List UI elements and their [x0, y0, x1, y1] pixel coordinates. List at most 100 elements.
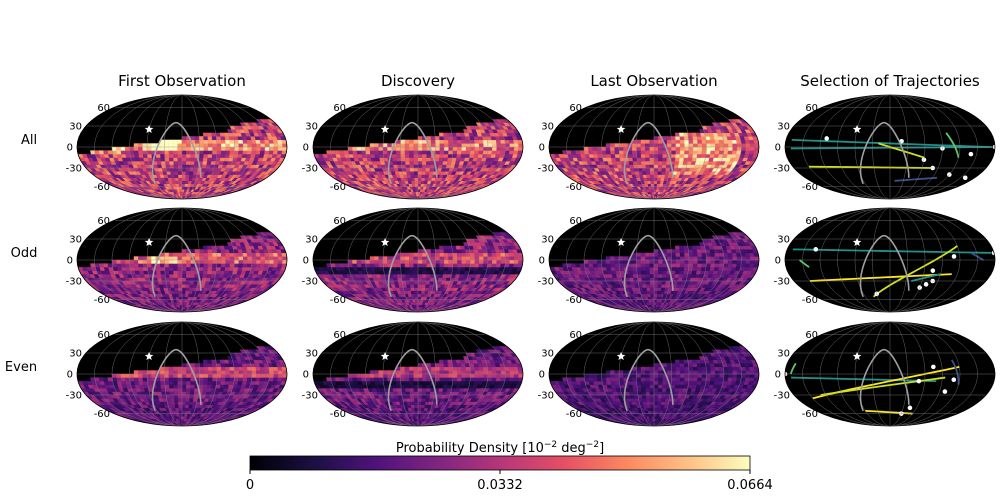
- meridian-line: [417, 95, 454, 199]
- heatmap-cell: [238, 259, 244, 264]
- heatmap-cell: [653, 139, 659, 144]
- heatmap-cell: [474, 143, 480, 148]
- heatmap-cell: [508, 263, 515, 268]
- heatmap-cell: [177, 270, 183, 275]
- heatmap-cell: [215, 132, 221, 137]
- heatmap-cell: [696, 136, 702, 141]
- heatmap-cell: [583, 150, 590, 155]
- heatmap-cell: [282, 146, 287, 151]
- heatmap-cell: [229, 150, 235, 155]
- heatmap-cell: [212, 146, 218, 151]
- heatmap-cell: [653, 146, 659, 151]
- heatmap-cell: [645, 164, 651, 169]
- heatmap-cell: [452, 143, 458, 148]
- heatmap-cell: [435, 150, 440, 155]
- heatmap-cell: [706, 146, 712, 151]
- heatmap-cell: [216, 256, 222, 261]
- meridian-line: [181, 95, 218, 199]
- heatmap-cell: [414, 293, 419, 297]
- trajectory-endpoint-0: [824, 136, 830, 141]
- heatmap-cell: [164, 252, 170, 257]
- meridian-line: [618, 95, 655, 199]
- trajectory-2: [878, 142, 925, 159]
- heatmap-cell: [396, 263, 401, 268]
- heatmap-cell: [422, 143, 427, 148]
- col-title-first-observation: First Observation: [118, 72, 246, 90]
- heatmap-cell: [352, 150, 358, 155]
- heatmap-cell: [650, 177, 655, 182]
- heatmap-cell: [706, 143, 712, 148]
- meridian-line: [94, 208, 183, 312]
- row-labels: All Odd Even: [5, 133, 37, 375]
- heatmap-cell: [443, 153, 449, 158]
- heatmap-cell: [203, 256, 209, 261]
- lat-tick-label: 30: [69, 121, 82, 132]
- heatmap-cell: [277, 263, 283, 268]
- heatmap-cell: [393, 277, 399, 282]
- heatmap-cell: [628, 160, 634, 165]
- heatmap-cell: [242, 252, 248, 257]
- heatmap-cell: [452, 146, 458, 151]
- heatmap-cell: [168, 252, 174, 257]
- meridian-line: [111, 208, 183, 312]
- heatmap-cell: [452, 139, 458, 144]
- heatmap-cell: [199, 146, 205, 151]
- heatmap-cell: [400, 146, 406, 151]
- heatmap-cell: [177, 259, 183, 264]
- heatmap-cell: [207, 153, 213, 158]
- heatmap-cell: [360, 259, 366, 264]
- heatmap-cell: [714, 146, 720, 151]
- heatmap-cell: [623, 146, 628, 151]
- heatmap-cell: [229, 252, 235, 257]
- heatmap-cell: [181, 171, 187, 175]
- heatmap-cell: [606, 153, 612, 158]
- heatmap-cell: [438, 160, 444, 165]
- boundary-curve: [151, 121, 202, 185]
- heatmap-cell: [216, 266, 222, 271]
- heatmap-cell: [177, 139, 183, 144]
- map-outline: [76, 207, 288, 313]
- heatmap-cell: [133, 259, 139, 264]
- heatmap-cell: [575, 150, 581, 155]
- heatmap-cell: [173, 157, 178, 162]
- heatmap-cell: [170, 174, 176, 178]
- heatmap-cell: [396, 270, 402, 275]
- heatmap-cell: [212, 263, 218, 268]
- heatmap-cell: [404, 270, 410, 275]
- heatmap-cell: [414, 174, 419, 178]
- heatmap-cell: [417, 186, 421, 190]
- heatmap-cell: [518, 143, 523, 148]
- heatmap-cell: [177, 146, 183, 151]
- trajectory-endpoint-8: [962, 175, 968, 181]
- heatmap-cell: [361, 150, 367, 155]
- heatmap-cell: [272, 252, 279, 257]
- heatmap-cell: [413, 266, 419, 271]
- heatmap-cell: [417, 171, 423, 175]
- heatmap-cell: [177, 150, 183, 155]
- heatmap-cell: [146, 150, 152, 155]
- heatmap-cell: [642, 174, 648, 178]
- heatmap-cell: [233, 139, 239, 144]
- heatmap-cell: [369, 263, 375, 268]
- heatmap-cell: [273, 259, 279, 264]
- heatmap-cell: [181, 259, 187, 264]
- heatmap-cell: [211, 249, 217, 254]
- heatmap-cell: [404, 266, 410, 271]
- heatmap-cell: [208, 256, 213, 261]
- heatmap-cell: [653, 171, 659, 175]
- heatmap-cell: [181, 164, 187, 169]
- heatmap-cell: [142, 146, 148, 151]
- heatmap-cell: [415, 186, 419, 190]
- meridian-line: [365, 95, 419, 199]
- heatmap-cell: [417, 177, 422, 182]
- heatmap-cell: [225, 150, 231, 155]
- heatmap-cell: [409, 259, 414, 264]
- heatmap-cell: [646, 171, 651, 175]
- heatmap-cell: [168, 157, 174, 162]
- heatmap-cell: [211, 136, 217, 141]
- heatmap-cell: [653, 160, 659, 165]
- heatmap-cell: [190, 157, 196, 162]
- heatmap-cell: [378, 266, 384, 271]
- heatmap-cell: [417, 139, 423, 144]
